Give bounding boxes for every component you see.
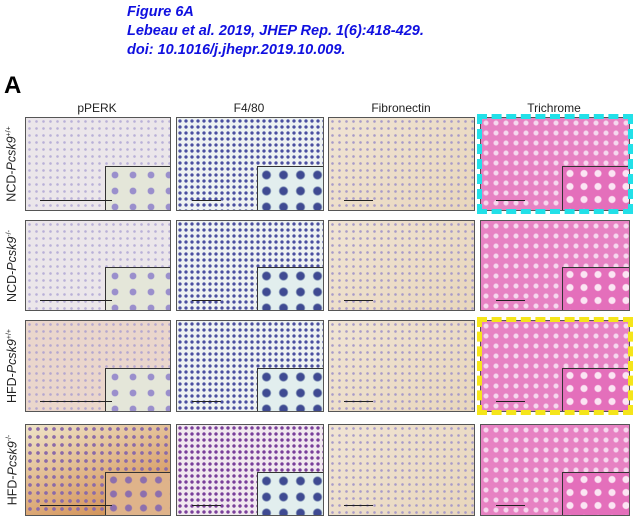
micrograph-f480-row2 [176,220,324,311]
magnified-inset [257,471,323,515]
micrograph-f480-row3 [176,320,324,412]
row-label-hfd-wt: HFD-Pcsk9+/+ [5,328,19,404]
scale-bar [40,504,113,506]
scale-bar [191,400,221,402]
micrograph-pperk-row1 [25,117,171,211]
panel-letter: A [4,72,22,99]
magnified-inset [257,367,323,411]
micrograph-trichrome-row2 [480,220,630,311]
micrograph-pperk-row4 [25,424,171,516]
magnified-inset [105,471,170,515]
micrograph-trichrome-row4 [480,424,630,516]
micrograph-trichrome-row3 [480,320,630,412]
magnified-inset [257,165,323,210]
row-label-ncd-wt: NCD-Pcsk9+/+ [5,126,20,202]
magnified-inset [562,367,629,411]
micrograph-fibronectin-row4 [328,424,475,516]
magnified-inset [562,471,629,515]
scale-bar [495,400,526,402]
micrograph-fibronectin-row1 [328,117,475,211]
scale-bar [495,199,526,201]
scale-bar [191,504,221,506]
micrograph-trichrome-row1 [480,117,630,211]
micrograph-f480-row4 [176,424,324,516]
magnified-inset [105,165,170,210]
scale-bar [343,199,373,201]
row-label-ncd-ko: NCD-Pcsk9-/- [5,229,19,302]
micrograph-fibronectin-row3 [328,320,475,412]
magnified-inset [562,165,629,210]
column-header-pperk: pPERK [77,101,117,115]
column-header-f480: F4/80 [233,101,265,115]
scale-bar [40,199,113,201]
scale-bar [343,400,373,402]
scale-bar [191,199,221,201]
caption-title: Figure 6A [127,4,194,20]
column-header-fibronectin: Fibronectin [371,101,431,115]
scale-bar [495,504,526,506]
column-header-trichrome: Trichrome [527,101,581,115]
magnified-inset [257,267,323,310]
scale-bar [40,400,113,402]
micrograph-f480-row1 [176,117,324,211]
magnified-inset [562,267,629,310]
figure-caption: Figure 6A Lebeau et al. 2019, JHEP Rep. … [127,3,424,60]
scale-bar [343,299,373,301]
highlight-box [477,114,633,214]
scale-bar [495,299,526,301]
magnified-inset [105,267,170,310]
scale-bar [40,299,113,301]
highlight-box [477,317,633,415]
micrograph-pperk-row2 [25,220,171,311]
micrograph-pperk-row3 [25,320,171,412]
scale-bar [191,299,221,301]
caption-doi: doi: 10.1016/j.jhepr.2019.10.009. [127,42,346,58]
caption-citation: Lebeau et al. 2019, JHEP Rep. 1(6):418-4… [127,23,424,39]
scale-bar [343,504,373,506]
row-label-hfd-ko: HFD-Pcsk9-/- [5,434,20,506]
magnified-inset [105,367,170,411]
micrograph-fibronectin-row2 [328,220,475,311]
